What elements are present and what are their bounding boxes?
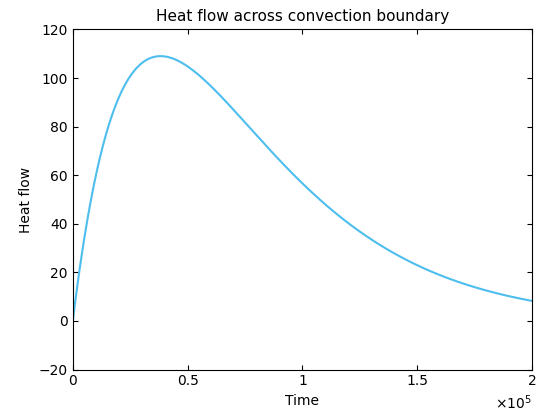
X-axis label: Time: Time (286, 394, 319, 408)
Text: $\times10^5$: $\times10^5$ (495, 394, 532, 412)
Title: Heat flow across convection boundary: Heat flow across convection boundary (156, 9, 449, 24)
Y-axis label: Heat flow: Heat flow (19, 166, 33, 233)
